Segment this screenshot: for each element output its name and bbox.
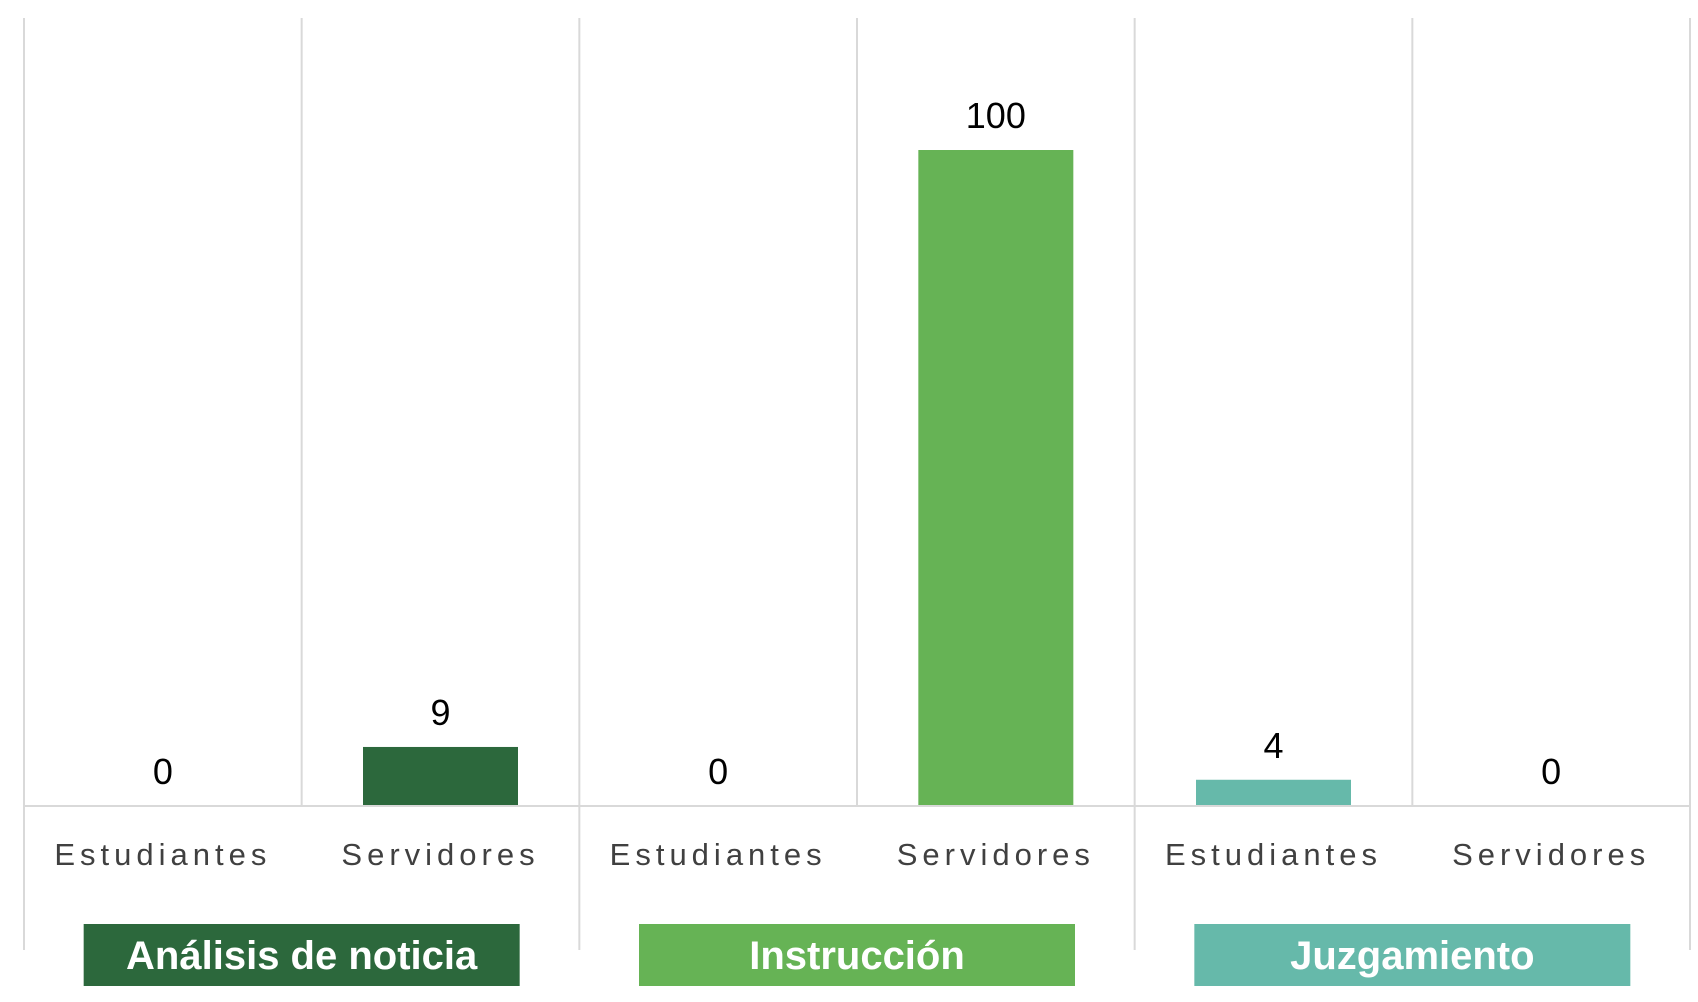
group-label-text: Análisis de noticia — [126, 934, 478, 978]
data-label-0-1: 9 — [430, 692, 450, 733]
category-dividers — [23, 18, 1691, 950]
data-label-2-0: 4 — [1263, 725, 1283, 766]
bar-0-1 — [363, 746, 518, 806]
group-label-2: Juzgamiento — [1194, 924, 1631, 986]
data-label-1-0: 0 — [708, 751, 728, 792]
group-labels: Análisis de noticia Instrucción Juzgamient… — [83, 924, 1631, 986]
category-label-2-0: Estudiantes — [1165, 837, 1382, 872]
data-labels: 0 9 0 100 4 0 — [153, 95, 1561, 792]
bar-2-0 — [1196, 779, 1351, 806]
group-label-1: Instrucción — [639, 924, 1075, 986]
group-label-text: Juzgamiento — [1290, 934, 1534, 978]
bar-1-1 — [918, 150, 1074, 806]
category-labels: Estudiantes Servidores Estudiantes Servidor… — [54, 837, 1650, 872]
group-label-box — [639, 924, 1075, 986]
category-label-1-1: Servidores — [897, 837, 1095, 872]
data-label-1-1: 100 — [966, 95, 1026, 136]
data-label-0-0: 0 — [153, 751, 173, 792]
data-label-2-1: 0 — [1541, 751, 1561, 792]
group-label-box — [1194, 924, 1631, 986]
group-label-box — [83, 924, 520, 986]
category-label-1-0: Estudiantes — [610, 837, 827, 872]
bars — [363, 150, 1351, 806]
group-label-text: Instrucción — [749, 934, 965, 978]
category-label-0-1: Servidores — [341, 837, 539, 872]
category-label-0-0: Estudiantes — [54, 837, 271, 872]
group-label-0: Análisis de noticia — [83, 924, 520, 986]
category-label-2-1: Servidores — [1452, 837, 1650, 872]
